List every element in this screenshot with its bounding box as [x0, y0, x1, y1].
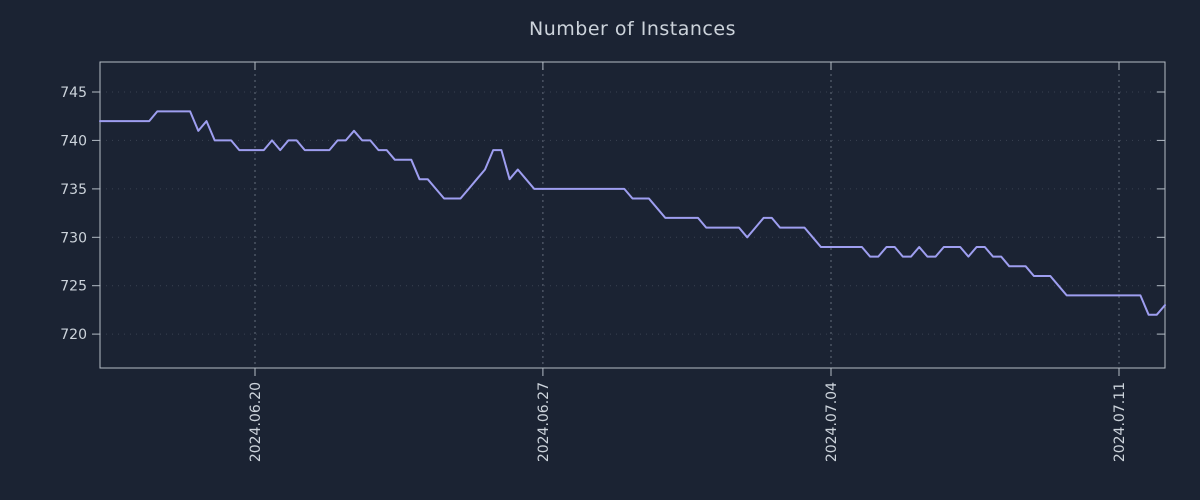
chart-title: Number of Instances [529, 18, 736, 40]
x-grid-and-ticks: 2024.06.20 2024.06.27 2024.07.04 2024.07.11 [248, 62, 1128, 462]
y-tick-label: 740 [60, 133, 87, 149]
plot-border [99, 61, 1166, 369]
instances-series-line [99, 110, 1166, 316]
x-tick-label: 2024.07.11 [1112, 382, 1128, 462]
y-tick-label: 725 [60, 279, 87, 295]
y-tick-label: 720 [60, 327, 87, 343]
y-grid-and-ticks: 720 725 730 735 740 745 [60, 85, 1165, 343]
y-tick-label: 735 [60, 182, 87, 198]
x-tick-label: 2024.07.04 [824, 382, 840, 462]
x-tick-label: 2024.06.27 [536, 382, 552, 462]
y-tick-label: 730 [60, 230, 87, 246]
x-tick-label: 2024.06.20 [248, 382, 264, 462]
y-tick-label: 745 [60, 85, 87, 101]
